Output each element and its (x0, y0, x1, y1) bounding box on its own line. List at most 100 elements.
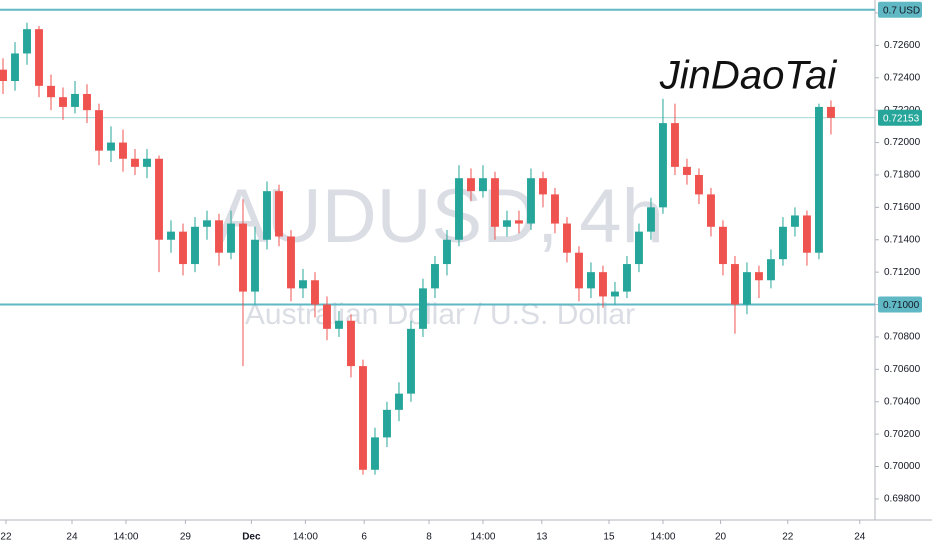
candle-body (719, 226, 727, 265)
candle-body (527, 178, 535, 224)
candle-body (383, 409, 391, 438)
x-tick-label: 22 (782, 532, 794, 543)
y-tick-label: 0.72400 (884, 72, 921, 83)
candle-body (563, 223, 571, 253)
candle-body (779, 226, 787, 260)
candle-body (539, 178, 547, 195)
candle-body (203, 220, 211, 227)
x-tick-label: 14:00 (113, 532, 138, 543)
candle-body (59, 97, 67, 107)
candle-body (803, 215, 811, 253)
watermark-subtitle: Australian Dollar / U.S. Dollar (245, 298, 635, 331)
candle-body (407, 328, 415, 394)
x-tick-label: Dec (242, 532, 261, 543)
candle-body (71, 93, 79, 107)
candle-body (515, 220, 523, 224)
last-price-label: 0.72153 (883, 113, 920, 124)
candle-body (491, 178, 499, 227)
candle-body (95, 110, 103, 151)
price-label: 0.7 (883, 5, 897, 16)
candle-body (659, 123, 667, 208)
candle-body (743, 272, 751, 305)
y-tick-label: 0.72000 (884, 137, 921, 148)
candle-body (239, 223, 247, 292)
y-tick-label: 0.70200 (884, 429, 921, 440)
signature: JinDaoTai (659, 54, 838, 98)
watermark-title: AUDUSD, 4h (216, 174, 664, 259)
candle-body (419, 288, 427, 329)
candle-body (443, 239, 451, 265)
candle-body (119, 142, 127, 159)
price-label-bg (878, 1, 922, 18)
candle-body (287, 236, 295, 289)
y-tick-label: 0.71200 (884, 267, 921, 278)
candle-body (731, 264, 739, 305)
y-tick-label: 0.72600 (884, 40, 921, 51)
candle-body (227, 223, 235, 253)
candle-body (815, 106, 823, 253)
candle-body (275, 191, 283, 237)
candle-body (323, 304, 331, 329)
candle-body (11, 53, 19, 81)
candle-body (791, 215, 799, 227)
candle-body (551, 194, 559, 224)
candle-body (35, 29, 43, 86)
candle-body (167, 231, 175, 240)
candle-body (143, 158, 151, 167)
candle-body (623, 264, 631, 292)
y-tick-label: 0.71800 (884, 170, 921, 181)
candle-body (647, 207, 655, 232)
candle-body (575, 252, 583, 289)
y-tick-label: 0.70600 (884, 364, 921, 375)
x-tick-label: 22 (0, 532, 12, 543)
candle-body (0, 69, 7, 81)
y-tick-label: 0.70800 (884, 332, 921, 343)
candle-body (755, 272, 763, 281)
y-tick-label: 0.69800 (884, 494, 921, 505)
x-tick-label: 14:00 (470, 532, 495, 543)
candle-body (707, 194, 715, 227)
x-tick-label: 24 (854, 532, 866, 543)
y-tick-label: 0.70400 (884, 396, 921, 407)
candle-body (83, 93, 91, 111)
candle-body (263, 191, 271, 240)
candle-body (611, 291, 619, 297)
candle-body (347, 320, 355, 367)
candle-body (767, 259, 775, 281)
x-tick-label: 14:00 (293, 532, 318, 543)
candle-body (131, 158, 139, 167)
candle-body (311, 280, 319, 305)
candle-body (827, 106, 835, 118)
candle-body (155, 158, 163, 240)
candle-body (635, 231, 643, 265)
currency-label: USD (899, 5, 920, 16)
candle-body (335, 320, 343, 329)
candle-body (599, 272, 607, 297)
x-tick-label: 24 (66, 532, 78, 543)
x-tick-label: 20 (715, 532, 727, 543)
candle-body (503, 220, 511, 227)
candle-body (215, 220, 223, 253)
candle-body (431, 264, 439, 289)
candle-body (695, 174, 703, 195)
candle-body (47, 85, 55, 98)
x-tick-label: 29 (180, 532, 192, 543)
candle-body (107, 142, 115, 151)
x-tick-label: 6 (361, 532, 367, 543)
candle-body (23, 29, 31, 54)
price-label: 0.71000 (883, 300, 920, 311)
y-tick-label: 0.71600 (884, 202, 921, 213)
candle-body (251, 239, 259, 292)
x-tick-label: 14:00 (650, 532, 675, 543)
candle-body (671, 123, 679, 167)
x-tick-label: 13 (536, 532, 548, 543)
candle-body (587, 272, 595, 289)
x-tick-label: 15 (603, 532, 615, 543)
y-tick-label: 0.71400 (884, 234, 921, 245)
last-price-bg (878, 109, 922, 126)
candle-body (179, 231, 187, 265)
candle-body (683, 166, 691, 175)
candle-body (467, 178, 475, 192)
candle-body (359, 366, 367, 470)
